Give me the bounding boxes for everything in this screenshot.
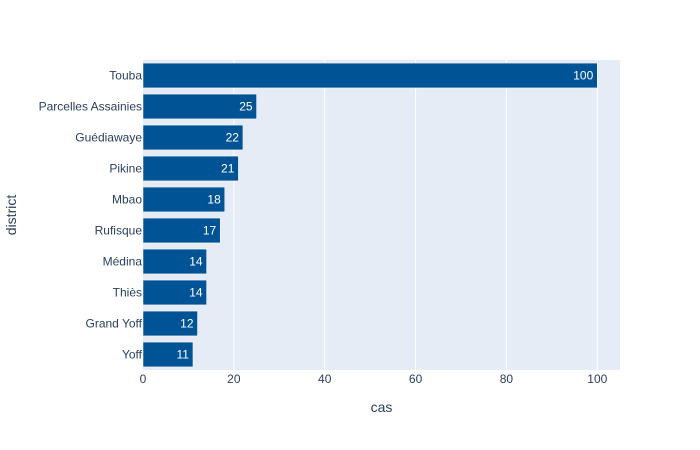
y-tick-label: Mbao	[112, 193, 142, 207]
y-tick-label: Touba	[109, 69, 142, 83]
bar	[142, 248, 207, 275]
data-label: 22	[226, 131, 240, 145]
x-tick-label: 100	[587, 372, 607, 386]
y-tick-label: Médina	[103, 255, 143, 269]
data-label: 17	[203, 224, 217, 238]
y-tick-labels: Touba Parcelles Assainies Guédiawaye Pikine…	[39, 69, 143, 362]
y-axis-title: district	[3, 195, 19, 236]
bar	[142, 186, 226, 213]
bar	[142, 217, 221, 244]
x-tick-label: 0	[140, 372, 147, 386]
y-tick-label: Yoff	[122, 348, 143, 362]
bar	[142, 341, 194, 368]
data-label: 12	[180, 317, 194, 331]
x-tick-label: 20	[227, 372, 241, 386]
bar	[142, 279, 207, 306]
x-tick-label: 40	[318, 372, 332, 386]
bar	[142, 62, 598, 89]
bar	[142, 310, 198, 337]
y-tick-label: Rufisque	[95, 224, 143, 238]
data-label: 100	[573, 69, 593, 83]
x-tick-label: 60	[409, 372, 423, 386]
data-label: 21	[221, 162, 235, 176]
data-label: 18	[207, 193, 221, 207]
x-tick-label: 80	[500, 372, 514, 386]
x-tick-labels: 0 20 40 60 80 100	[140, 372, 608, 386]
data-label: 11	[177, 348, 190, 362]
y-tick-label: Pikine	[109, 162, 142, 176]
bars: 100 25 22 21 18 17 14 14 12 11	[142, 62, 598, 368]
bar	[142, 93, 257, 120]
y-tick-label: Grand Yoff	[86, 317, 143, 331]
data-label: 14	[189, 255, 203, 269]
y-tick-label: Guédiawaye	[75, 131, 142, 145]
x-axis-title: cas	[371, 399, 393, 415]
y-tick-label: Parcelles Assainies	[39, 100, 142, 114]
data-label: 14	[189, 286, 203, 300]
bar	[142, 155, 239, 182]
bar	[142, 124, 244, 151]
y-tick-label: Thiès	[113, 286, 142, 300]
data-label: 25	[239, 100, 253, 114]
